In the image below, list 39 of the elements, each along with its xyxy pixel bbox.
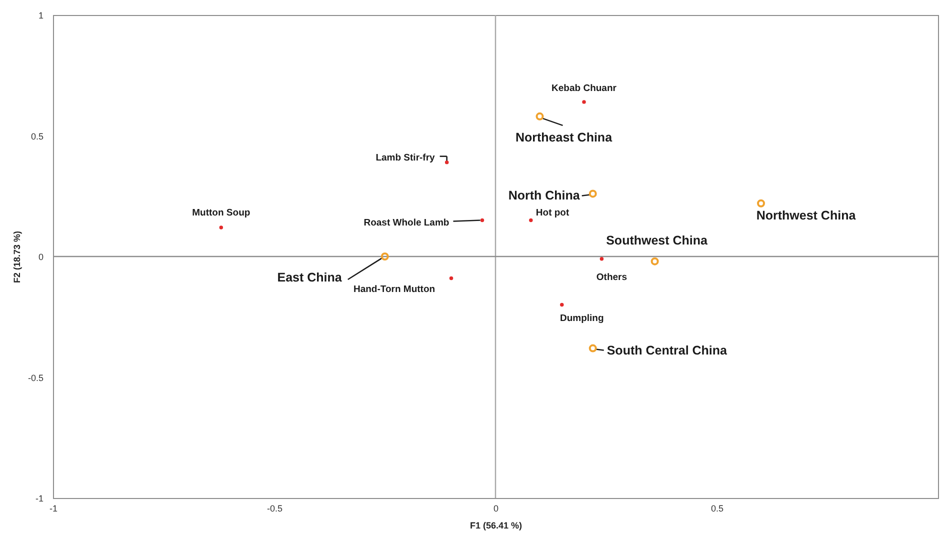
point [219,226,224,230]
point [536,112,544,120]
annotation: North China [508,188,581,203]
annotation: Hot pot [536,207,570,218]
point [560,302,564,307]
y-tick-label: -0.5 [28,372,44,383]
y-tick-label: 1 [38,10,44,20]
point [380,252,389,260]
point [449,276,454,280]
annotation: South Central China [606,343,728,358]
y-tick-label: -1 [35,494,44,504]
annotation: Northwest China [756,208,857,222]
annotation: Southwest China [606,233,709,248]
point [588,190,597,198]
point [650,257,659,266]
x-tick-label: 0.5 [710,504,724,514]
annotation: Lamb Stir-fry [376,152,436,164]
x-tick-label: -0.5 [266,504,283,514]
x-tick-label: 0 [493,504,499,514]
point [444,160,449,164]
annotation: Hand-Torn Mutton [353,284,436,296]
annotation: East China [277,270,343,284]
y-axis-title: F2 (18.73 %) [12,230,22,284]
x-axis-title: F1 (56.41 %) [470,520,522,530]
annotation: Northeast China [515,130,614,144]
x-tick-label: -1 [49,504,58,514]
annotation: Roast Whole Lamb [364,217,450,228]
point [480,218,484,222]
point [588,344,597,352]
point [529,218,533,222]
point [600,257,604,261]
y-tick-label: 0 [38,252,44,262]
annotation: Kebab Chuanr [552,82,617,94]
point [757,199,765,208]
annotation: Others [596,272,628,283]
annotation: Dumpling [560,312,604,324]
point [582,100,586,104]
annotation: Mutton Soup [192,208,250,219]
y-tick-label: 0.5 [30,131,44,142]
